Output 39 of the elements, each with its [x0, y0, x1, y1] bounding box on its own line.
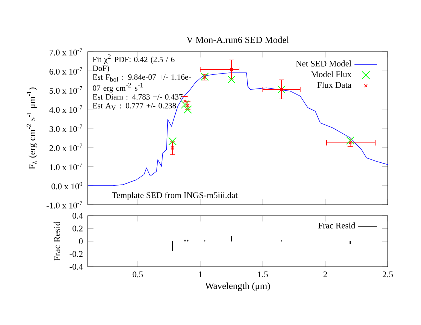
legend-label: Net SED Model [296, 60, 352, 67]
y-tick-label: 5.0 x 10$^{-7}$ [50, 86, 82, 94]
point [228, 76, 236, 84]
line-series [88, 72, 388, 186]
y-tick-label: -0.4 [70, 264, 84, 270]
y-tick-label: 3.0 x 10$^{-7}$ [50, 124, 82, 132]
point [184, 100, 187, 104]
chart-title: V Mon-A.run6 SED Model [186, 36, 290, 44]
y-tick-label: 2.0 x 10$^{-7}$ [50, 144, 82, 152]
point [184, 106, 192, 114]
y-tick-label: 6.0 x 10$^{-7}$ [50, 67, 82, 75]
y-tick-label: -0.2 [70, 251, 83, 258]
x-tick-label: 2 [324, 272, 328, 278]
annotation: Template SED from INGS-m5iii.dat [112, 192, 238, 200]
y-tick-label: 0.0 x 10$^{0}$ [52, 182, 82, 190]
legend-label: Model Flux [311, 71, 352, 78]
annotation: Fit χ$^{2}$ PDF: 0.42 (2.5 / 6 DoF) [93, 54, 175, 73]
point [346, 136, 355, 145]
text: F$_{λ}$ (erg cm$^{-2}$ s$^{-1}$ μm$^{-1}$) [26, 88, 38, 170]
y-tick-label: 0.2 [72, 226, 83, 232]
x-tick-label: 0.5 [132, 272, 144, 278]
y-tick-label: 4.0 x 10$^{-7}$ [50, 106, 82, 114]
legend-label: Frac Resid [318, 222, 356, 229]
x-tick-label: 1 [199, 272, 202, 278]
point [168, 137, 177, 146]
y-tick-label: 0.4 [72, 213, 84, 219]
x-tick-label: 1.5 [258, 272, 268, 278]
annotation: Est F$_{bol}$ : 9.84e-07 +/- 1.16e-07 erg cm$^{-2}$ s$^{-1}$ [93, 74, 192, 93]
annotation: Est A$_{V}$ : 0.777 +/- 0.238 [93, 103, 176, 110]
point [278, 86, 286, 94]
annotation: Est Diam : 4.783 +/- 0.437 [93, 94, 183, 100]
y-tick-label: 1.0 x 10$^{-7}$ [50, 163, 82, 170]
y-tick-label: 7.0 x 10$^{-7}$ [50, 48, 82, 56]
legend-label: Flux Data [318, 82, 352, 88]
y-tick-label: -1.0 x 10$^{-7}$ [46, 201, 82, 209]
x-axis-title: Wavelength (μm) [205, 282, 270, 292]
x-tick-label: 2.5 [382, 272, 394, 278]
y-axis-title: Frac Resid [54, 222, 60, 262]
y-tick-label: 0 [79, 238, 83, 244]
